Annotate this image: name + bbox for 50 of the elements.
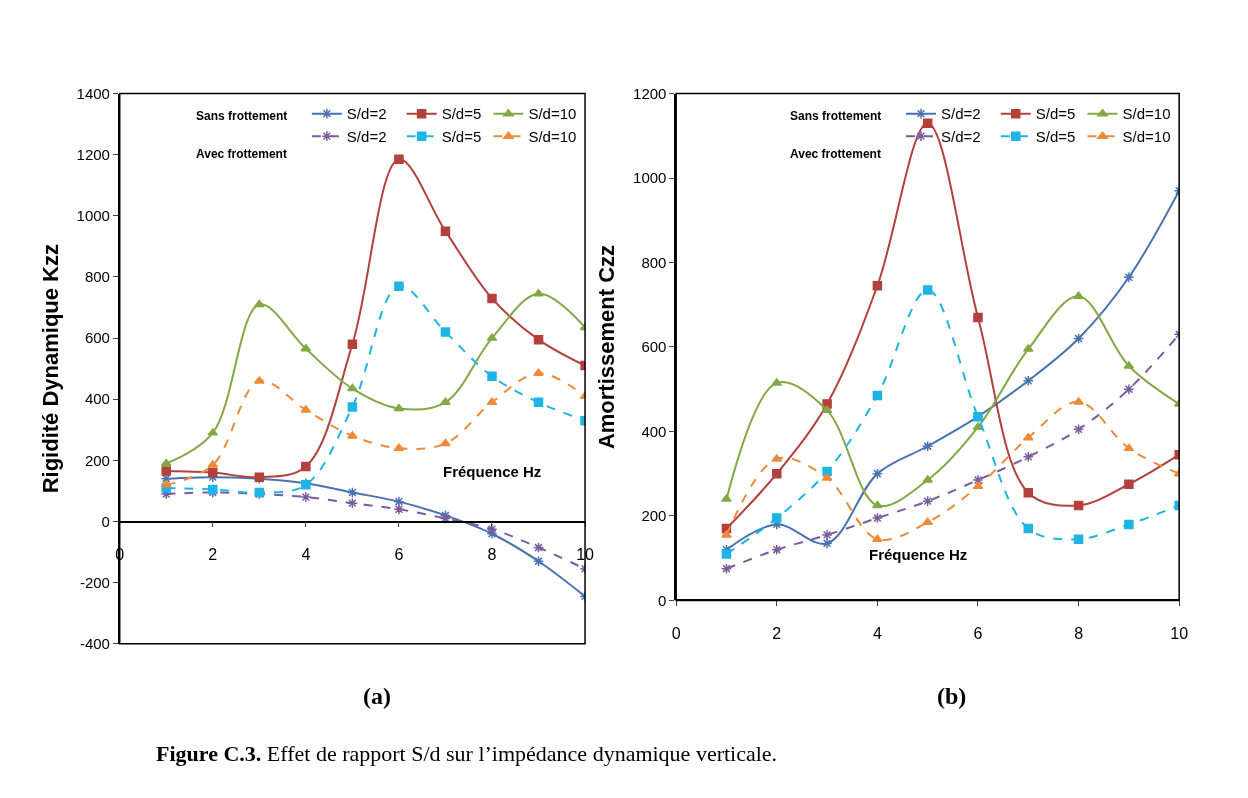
x-tick-label: 0 bbox=[671, 625, 681, 643]
x-tick-label: 6 bbox=[394, 546, 404, 564]
y-tick-label: 1200 bbox=[76, 145, 110, 163]
annotation: Avec frottement bbox=[196, 147, 287, 161]
y-tick-label: -200 bbox=[79, 573, 110, 591]
text: (a) bbox=[363, 683, 391, 709]
annotation: Avec frottement bbox=[790, 147, 881, 161]
x-tick-label: 2 bbox=[772, 625, 782, 643]
y-tick-label: 0 bbox=[658, 591, 667, 609]
legend-label: S/d=2 bbox=[346, 127, 387, 145]
annotation: Sans frottement bbox=[196, 109, 288, 123]
legend-label: S/d=10 bbox=[1122, 105, 1171, 123]
legend-label: S/d=5 bbox=[441, 127, 482, 145]
y-tick-label: 1000 bbox=[633, 169, 667, 187]
y-tick-label: 1200 bbox=[633, 84, 667, 102]
legend-label: S/d=5 bbox=[1035, 105, 1076, 123]
x-tick-label: 4 bbox=[872, 625, 882, 643]
legend-label: S/d=2 bbox=[346, 105, 387, 123]
y-tick-label: 400 bbox=[641, 422, 667, 440]
y-tick-label: 1400 bbox=[76, 84, 110, 102]
text: Figure C.3. Effet de rapport S/d sur l’impédance dynamique verticale. bbox=[156, 741, 778, 766]
y-tick-label: 200 bbox=[641, 507, 667, 525]
y-tick-label: 600 bbox=[84, 329, 110, 347]
legend-label: S/d=2 bbox=[941, 105, 981, 123]
y-tick-label: 1000 bbox=[76, 207, 110, 225]
legend-label: S/d=10 bbox=[528, 105, 577, 123]
y-axis-title: Rigidité Dynamique Kzz bbox=[37, 244, 63, 494]
legend-label: S/d=10 bbox=[528, 127, 577, 145]
y-tick-label: 800 bbox=[641, 253, 667, 271]
x-axis-title: Fréquence Hz bbox=[869, 546, 968, 563]
y-tick-label: 400 bbox=[84, 390, 110, 408]
y-tick-label: 800 bbox=[84, 268, 110, 286]
annotation: Sans frottement bbox=[790, 109, 882, 123]
legend-label: S/d=5 bbox=[441, 105, 482, 123]
legend-label: S/d=10 bbox=[1122, 127, 1171, 145]
y-axis-title: Amortissement Czz bbox=[594, 244, 620, 450]
x-axis-title: Fréquence Hz bbox=[443, 463, 542, 480]
x-tick-label: 4 bbox=[301, 546, 311, 564]
y-tick-label: 200 bbox=[84, 451, 110, 469]
text: (b) bbox=[937, 683, 967, 709]
x-tick-label: 8 bbox=[487, 546, 497, 564]
legend-label: S/d=2 bbox=[941, 127, 981, 145]
legend-label: S/d=5 bbox=[1035, 127, 1076, 145]
x-tick-label: 2 bbox=[208, 546, 218, 564]
y-tick-label: 600 bbox=[641, 338, 667, 356]
y-tick-label: -400 bbox=[79, 635, 110, 653]
x-tick-label: 8 bbox=[1074, 625, 1084, 643]
x-tick-label: 10 bbox=[1170, 625, 1189, 643]
x-tick-label: 6 bbox=[973, 625, 983, 643]
y-tick-label: 0 bbox=[101, 512, 110, 530]
